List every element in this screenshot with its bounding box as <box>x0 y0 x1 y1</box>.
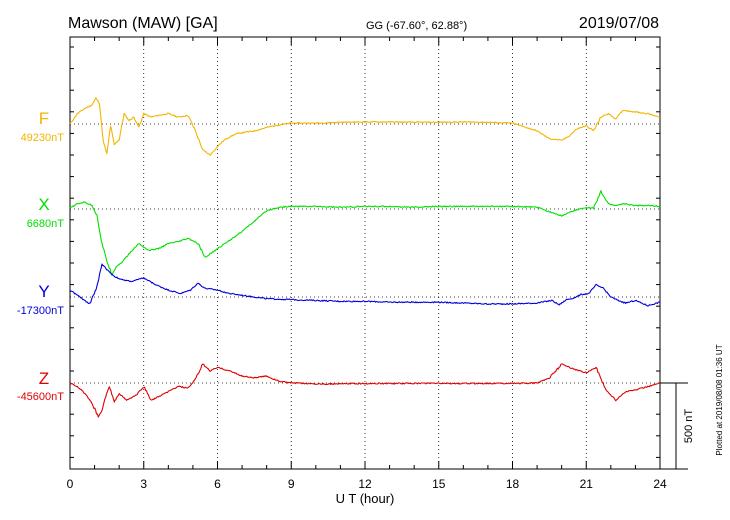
grid-lines <box>143 37 587 469</box>
series-name-z: Z <box>39 369 49 388</box>
series-name-y: Y <box>38 282 49 301</box>
series-line-z <box>69 363 661 418</box>
x-tick-label: 24 <box>653 477 667 491</box>
x-tick-label: 9 <box>288 477 295 491</box>
x-tick-labels: 0 3 6 9 12 15 18 21 24 <box>67 477 667 491</box>
series-name-f: F <box>39 109 49 128</box>
station-title: Mawson (MAW) [GA] <box>68 15 218 32</box>
x-tick-label: 21 <box>580 477 594 491</box>
series-baseline-x: 6680nT <box>27 218 65 230</box>
series-line-f <box>69 97 661 156</box>
series-line-x <box>69 190 661 276</box>
series-name-x: X <box>38 195 49 214</box>
x-tick-label: 15 <box>432 477 446 491</box>
x-tick-label: 12 <box>358 477 372 491</box>
scale-bar: 500 nT <box>660 382 695 470</box>
x-tick-label: 6 <box>214 477 221 491</box>
series-labels: F 49230nT X 6680nT Y -17300nT Z -45600nT <box>17 109 64 403</box>
chart-date: 2019/07/08 <box>579 15 659 32</box>
series-baseline-f: 49230nT <box>21 132 65 144</box>
axis-ticks <box>69 37 661 469</box>
x-tick-label: 18 <box>506 477 520 491</box>
series-line-y <box>69 263 661 307</box>
series-baseline-z: -45600nT <box>17 391 64 403</box>
x-tick-label: 0 <box>67 477 74 491</box>
x-axis-label: U T (hour) <box>336 491 395 506</box>
station-coordinates: GG (-67.60°, 62.88°) <box>366 20 467 32</box>
scale-bar-label: 500 nT <box>683 409 695 444</box>
series-baseline-y: -17300nT <box>17 305 64 317</box>
series-lines <box>69 97 661 418</box>
plotted-timestamp: Plotted at 2019/08/08 01:36 UT <box>715 344 724 455</box>
x-tick-label: 3 <box>140 477 147 491</box>
